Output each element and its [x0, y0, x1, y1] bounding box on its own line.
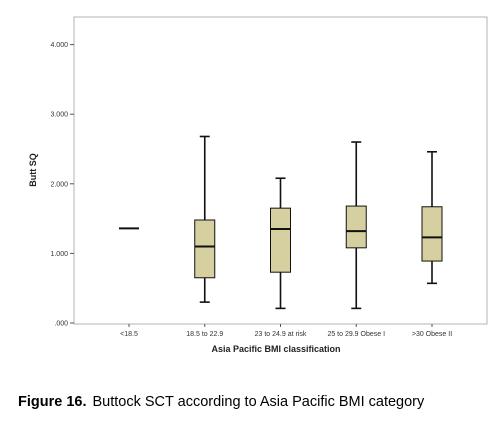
x-axis: <18.5 18.5 to 22.9 23 to 24.9 at risk 25 to… [120, 324, 452, 338]
iqr-box [270, 207, 291, 273]
box-3 [270, 177, 291, 310]
figure-label: Figure 16. [18, 394, 87, 410]
y-axis-title: Butt SQ [28, 153, 38, 187]
figure-caption: Figure 16. Buttock SCT according to Asia … [18, 393, 486, 412]
y-tick-label: 4.000 [50, 42, 68, 49]
box-5 [421, 150, 443, 285]
box-plot-chart: .000 1.000 2.000 3.000 4.000 <18.5 18.5 to 22… [28, 16, 488, 354]
caption-text: Buttock SCT according to Asia Pacific BM… [92, 394, 425, 410]
x-tick-label: 18.5 to 22.9 [186, 331, 223, 338]
x-tick-label: 23 to 24.9 at risk [255, 331, 307, 338]
box-4 [345, 141, 367, 310]
boxes-group [119, 135, 443, 310]
iqr-box [194, 219, 216, 279]
y-tick-label: 3.000 [50, 112, 68, 119]
x-tick-label: <18.5 [120, 331, 138, 338]
y-axis: .000 1.000 2.000 3.000 4.000 [50, 42, 74, 328]
iqr-box [345, 205, 367, 249]
x-tick-label: 25 to 29.9 Obese I [327, 331, 385, 338]
iqr-box [421, 206, 443, 262]
x-tick-label: >30 Obese II [412, 331, 452, 338]
y-tick-label: 2.000 [50, 181, 68, 188]
box-2 [194, 135, 216, 303]
y-tick-label: .000 [54, 321, 68, 328]
y-tick-label: 1.000 [50, 251, 68, 258]
x-axis-title: Asia Pacific BMI classification [211, 344, 340, 354]
